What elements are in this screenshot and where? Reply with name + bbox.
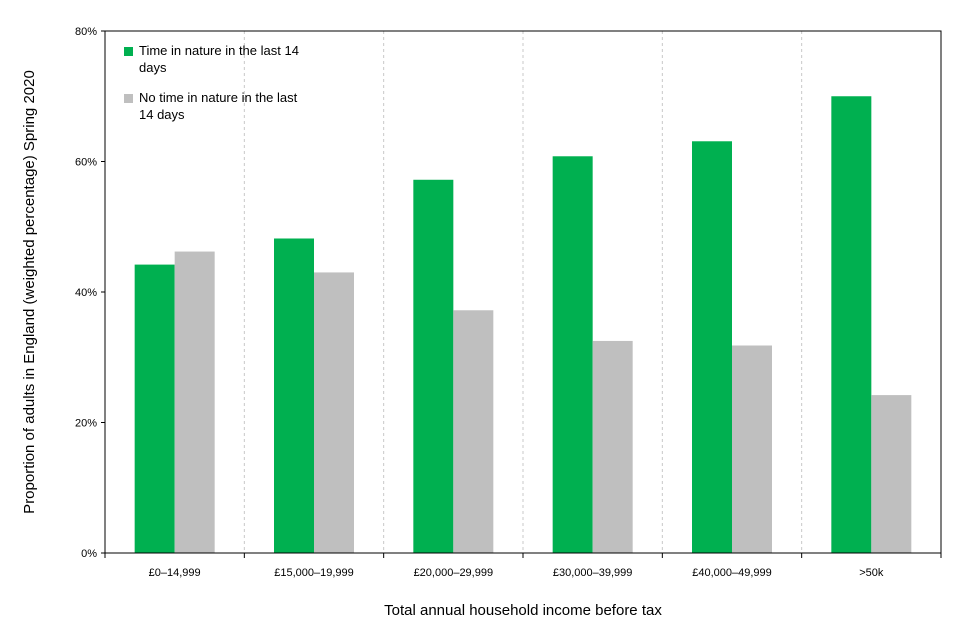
bar-no-time-in-nature — [732, 345, 772, 553]
legend: Time in nature in the last 14 days No time… — [124, 43, 299, 122]
x-axis-ticks: £0–14,999 £15,000–19,999 £20,000–29,999 £30… — [104, 553, 942, 579]
bar-no-time-in-nature — [453, 310, 494, 553]
bar-time-in-nature — [692, 141, 732, 553]
x-tick-label: £20,000–29,999 — [414, 567, 494, 579]
y-tick-label: 80% — [75, 26, 97, 38]
y-axis-title: Proportion of adults in England (weighte… — [21, 70, 38, 514]
y-tick-label: 0% — [81, 548, 97, 560]
bar-time-in-nature — [413, 179, 454, 553]
legend-label: Time in nature in the last 14 days — [139, 43, 299, 75]
bar-time-in-nature — [134, 264, 175, 553]
legend-item: No time in nature in the last 14 days — [124, 90, 298, 122]
y-tick-label: 60% — [75, 157, 97, 169]
y-tick-label: 20% — [75, 418, 97, 430]
bar-no-time-in-nature — [592, 340, 633, 553]
y-tick-label: 40% — [75, 287, 97, 299]
category-separators — [243, 31, 803, 553]
legend-item: Time in nature in the last 14 days — [124, 43, 299, 75]
y-axis-ticks: 0% 20% 40% 60% 80% — [75, 26, 105, 560]
legend-swatch — [124, 47, 133, 56]
bar-time-in-nature — [274, 238, 314, 553]
x-tick-label: £15,000–19,999 — [274, 567, 354, 579]
x-tick-label: £40,000–49,999 — [692, 567, 772, 579]
legend-label: No time in nature in the last 14 days — [139, 90, 298, 122]
x-tick-label: £30,000–39,999 — [553, 567, 633, 579]
x-tick-label: £0–14,999 — [149, 567, 201, 579]
legend-swatch — [124, 94, 133, 103]
bar-time-in-nature — [831, 96, 872, 553]
bars-group — [134, 96, 912, 554]
x-tick-label: >50k — [859, 567, 884, 579]
bar-no-time-in-nature — [871, 395, 912, 553]
bar-no-time-in-nature — [314, 272, 354, 553]
bar-no-time-in-nature — [174, 251, 215, 554]
bar-time-in-nature — [552, 156, 593, 553]
x-axis-title: Total annual household income before tax — [384, 602, 662, 619]
